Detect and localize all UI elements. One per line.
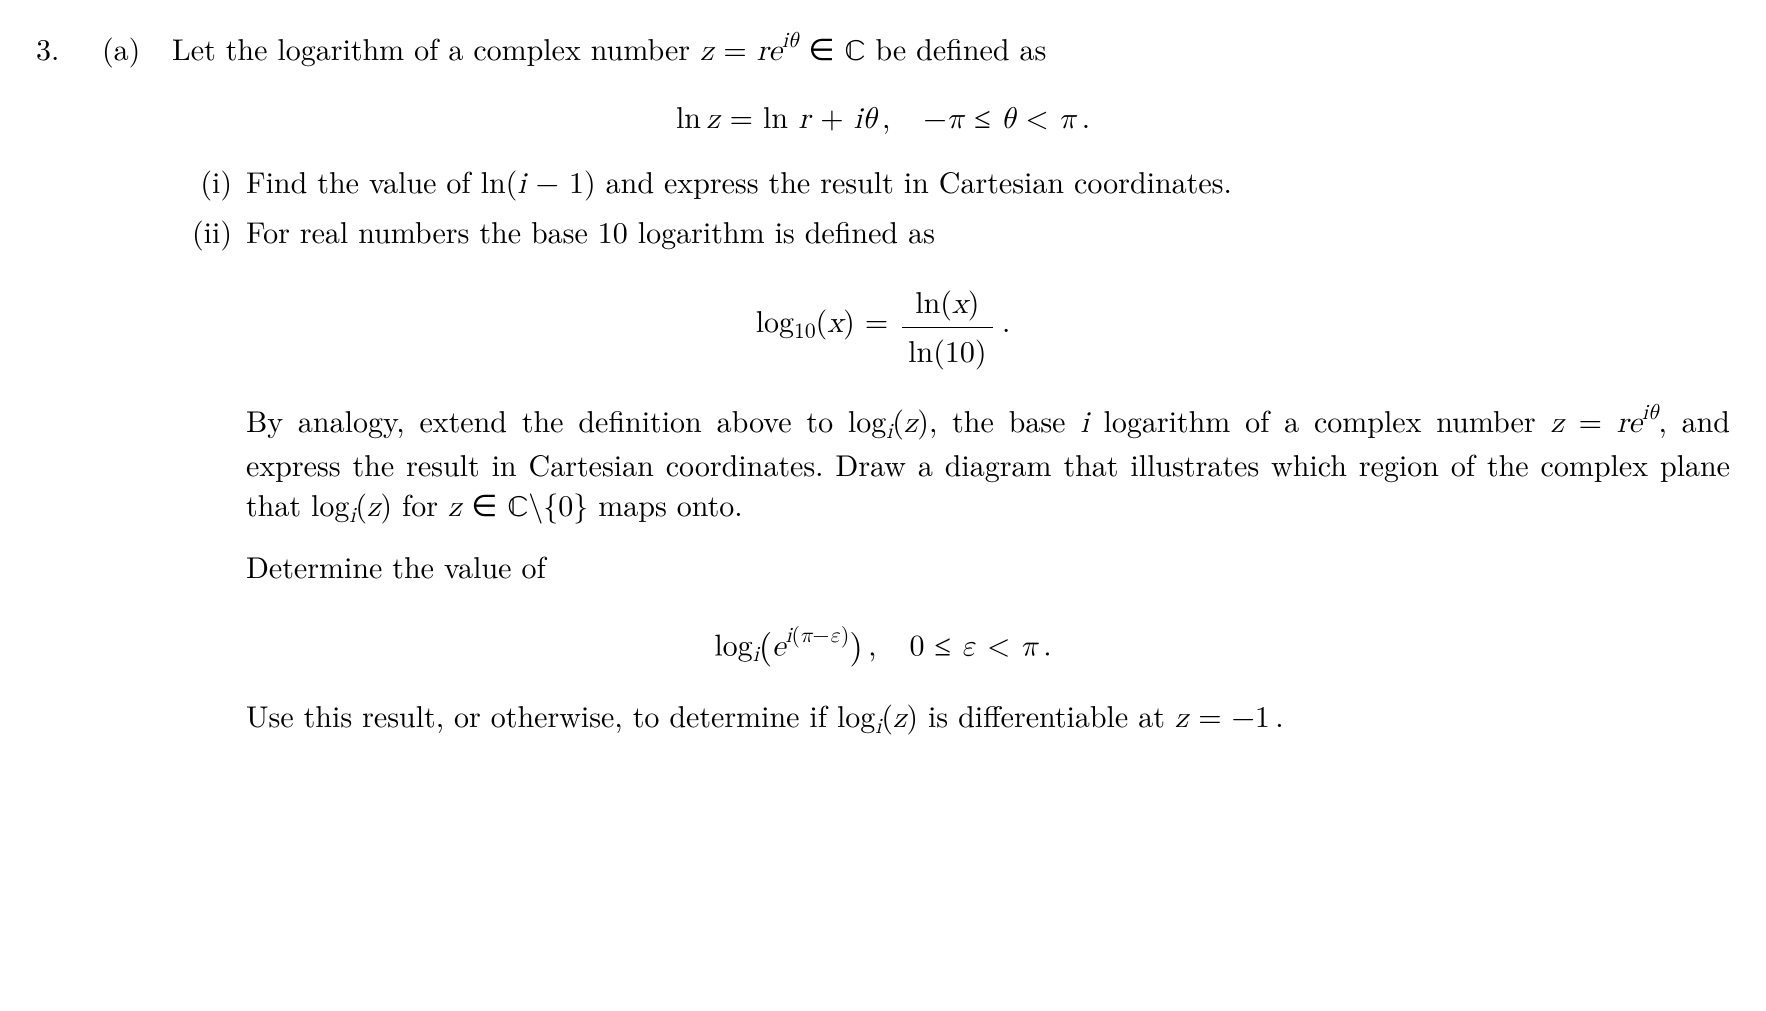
equation-log10-definition: log10(x) = ln(x)ln(10). [36, 281, 1730, 370]
item-i-text: Find the value of ln(i − 1) and express … [246, 161, 1730, 205]
part-a-intro: Let the logarithm of a complex number z … [172, 28, 1730, 74]
problem-header-row: 3. (a) Let the logarithm of a complex nu… [36, 28, 1730, 74]
item-ii-row: (ii) For real numbers the base 10 logari… [36, 211, 1730, 252]
item-ii-label: (ii) [172, 211, 246, 252]
item-i-label: (i) [172, 161, 246, 202]
item-ii-lead: For real numbers the base 10 logarithm i… [246, 211, 1730, 252]
equation-ln-definition: lnz = lnr + iθ,−π ≤ θ < π. [36, 96, 1730, 140]
item-ii-para2: Determine the value of [246, 546, 1730, 587]
item-ii-para3-row: Use this result, or otherwise, to determ… [36, 695, 1730, 749]
item-ii-para3: Use this result, or otherwise, to determ… [246, 695, 1730, 739]
item-ii-para1: By analogy, extend the definition above … [246, 400, 1730, 530]
equation-logi-epsilon: logi(ei(π−ε)),0 ≤ ε < π. [36, 622, 1730, 669]
problem-number: 3. [36, 28, 102, 69]
page: 3. (a) Let the logarithm of a complex nu… [0, 0, 1766, 1011]
item-ii-para2-row: Determine the value of [36, 546, 1730, 597]
item-i-row: (i) Find the value of ln(i − 1) and expr… [36, 161, 1730, 205]
part-a-label: (a) [102, 28, 172, 69]
item-ii-para1-row: By analogy, extend the definition above … [36, 400, 1730, 540]
